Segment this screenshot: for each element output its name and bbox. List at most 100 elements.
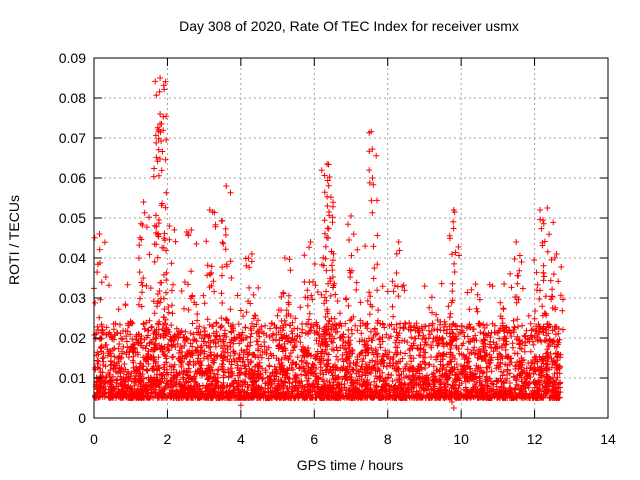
data-point	[411, 335, 418, 342]
data-point	[443, 330, 450, 337]
data-point	[298, 371, 305, 378]
data-point	[241, 362, 248, 369]
data-point	[434, 387, 441, 394]
data-point	[224, 349, 231, 356]
data-point	[330, 250, 337, 257]
data-point	[555, 385, 562, 391]
data-point	[379, 334, 386, 341]
data-point	[153, 366, 160, 373]
data-point	[211, 209, 218, 216]
data-point	[381, 382, 388, 389]
data-point	[551, 360, 558, 366]
data-point	[219, 239, 226, 246]
data-point	[515, 365, 522, 372]
data-point	[455, 346, 462, 352]
data-point	[155, 326, 162, 333]
data-point	[145, 348, 152, 355]
data-point	[465, 338, 472, 345]
data-point	[367, 293, 374, 300]
data-point	[210, 374, 217, 381]
data-point	[393, 329, 400, 336]
data-point	[276, 393, 283, 400]
data-point	[248, 367, 255, 374]
data-point	[168, 393, 175, 400]
data-point	[266, 373, 273, 380]
data-point	[123, 371, 130, 378]
data-point	[328, 370, 335, 376]
data-point	[513, 294, 520, 300]
data-point	[300, 363, 307, 370]
data-point	[555, 330, 562, 337]
data-point	[219, 345, 226, 352]
data-point	[539, 382, 546, 389]
data-point	[229, 321, 236, 328]
data-point	[250, 385, 257, 392]
data-point	[223, 183, 230, 189]
data-point	[213, 333, 219, 339]
data-point	[107, 383, 113, 390]
data-point	[364, 366, 371, 373]
data-point	[441, 395, 448, 401]
data-point	[337, 367, 344, 374]
data-point	[464, 289, 471, 296]
data-point	[187, 390, 194, 397]
data-point	[472, 332, 479, 339]
data-point	[298, 346, 305, 353]
data-point	[452, 249, 459, 256]
data-point	[168, 322, 175, 329]
data-point	[238, 337, 245, 344]
data-point	[374, 368, 381, 375]
data-point	[438, 280, 445, 287]
data-point	[519, 285, 526, 292]
data-point	[325, 351, 332, 358]
data-point	[547, 277, 554, 284]
data-point	[138, 394, 145, 401]
data-point	[96, 231, 103, 237]
data-point	[98, 323, 105, 330]
data-point	[164, 345, 171, 352]
data-point	[464, 346, 471, 353]
data-point	[158, 202, 165, 209]
data-point	[518, 394, 525, 401]
data-point	[200, 355, 207, 362]
data-point	[481, 347, 488, 354]
data-point	[493, 365, 500, 372]
data-point	[488, 344, 495, 351]
data-point	[131, 390, 138, 397]
data-point	[93, 389, 100, 396]
data-point	[460, 366, 467, 372]
data-point	[292, 394, 299, 401]
data-point	[239, 329, 246, 336]
data-point	[536, 328, 543, 335]
data-point	[299, 383, 306, 390]
data-point	[114, 390, 121, 397]
data-point	[127, 393, 134, 399]
data-point	[320, 262, 327, 269]
data-point	[388, 372, 395, 379]
data-point	[499, 315, 506, 322]
data-point	[191, 336, 198, 343]
data-point	[200, 292, 207, 299]
data-point	[118, 335, 125, 342]
data-point	[522, 339, 529, 346]
data-point	[508, 284, 515, 291]
data-point	[161, 235, 167, 242]
data-point	[477, 329, 484, 336]
data-point	[130, 378, 137, 385]
data-point	[306, 244, 313, 251]
data-point	[234, 362, 241, 369]
data-point	[483, 364, 490, 371]
data-point	[148, 376, 155, 383]
data-point	[248, 251, 255, 257]
data-point	[349, 346, 356, 353]
data-point	[123, 394, 130, 401]
data-point	[203, 238, 210, 245]
data-point	[301, 252, 308, 259]
data-point	[117, 330, 124, 337]
data-point	[402, 320, 408, 327]
data-point	[205, 333, 212, 340]
data-point	[130, 364, 137, 371]
data-point	[208, 263, 215, 270]
data-point	[540, 220, 547, 227]
data-point	[343, 375, 350, 382]
